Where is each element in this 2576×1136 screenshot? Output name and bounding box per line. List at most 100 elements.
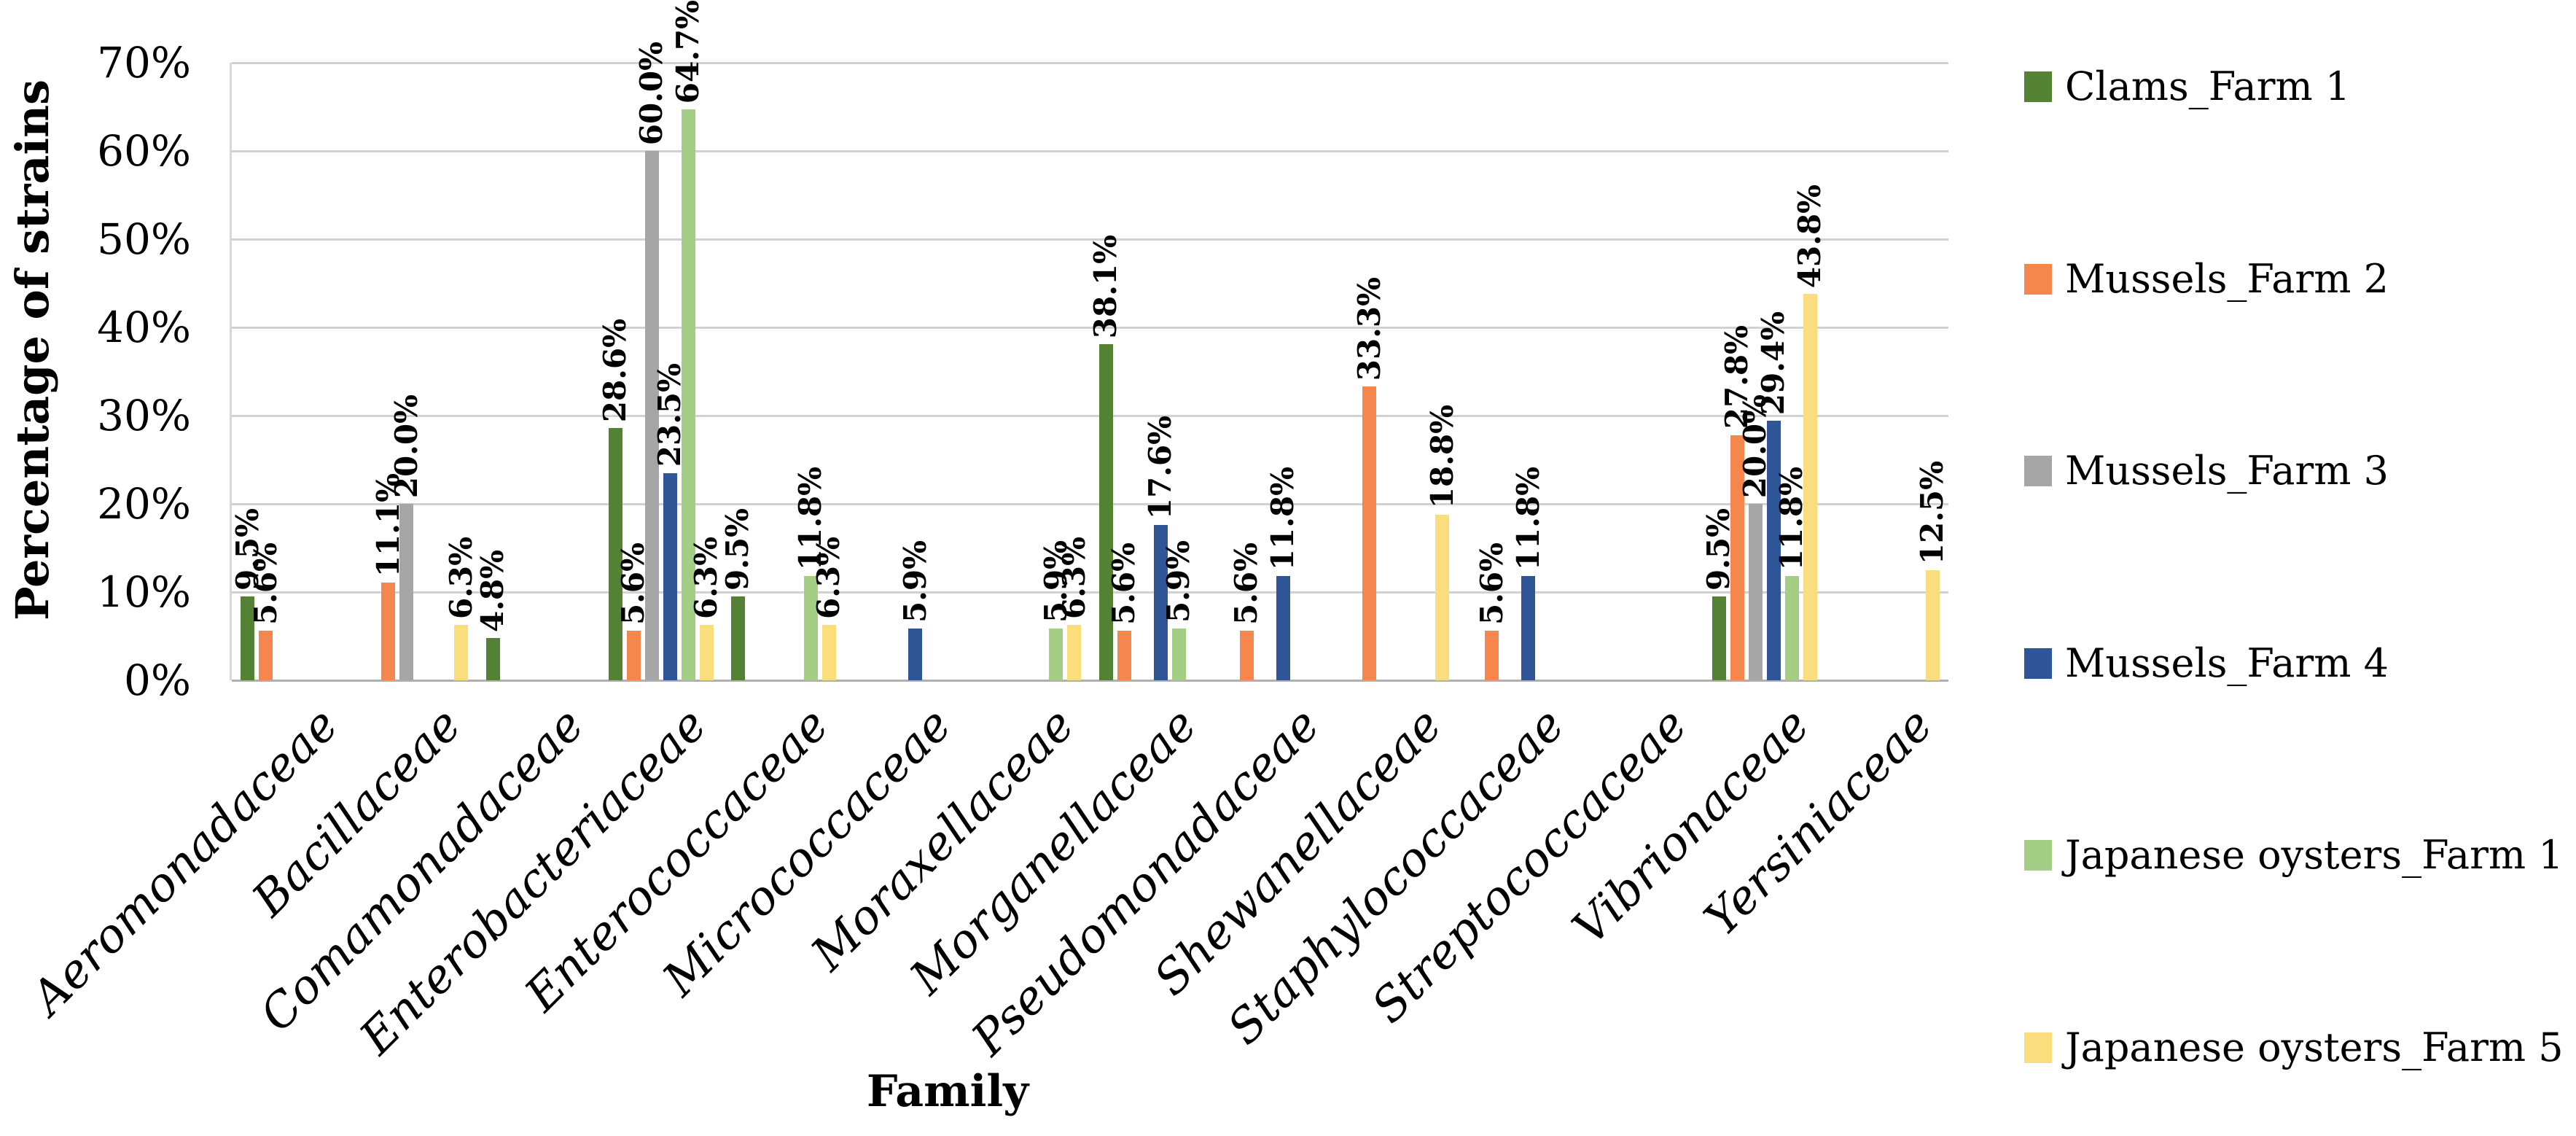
bar-value-label: 11.8%: [1510, 467, 1546, 571]
bar-value-label: 28.6%: [597, 318, 633, 422]
bar-japanese-oysters-farm-5: 43.8%: [1792, 184, 1827, 680]
bar-group-bacillaceae: 11.1% 20.0% 6.3%: [354, 63, 479, 680]
bar-group-moraxellaceae: 5.9% 6.3%: [967, 63, 1092, 680]
bar-mussels-farm-4: 29.4%: [1755, 311, 1791, 680]
bar-japanese-oysters-farm-5: 6.3%: [443, 537, 479, 680]
bar-clams-farm-1: 28.6%: [597, 319, 633, 680]
plot-area: 9.5% 5.6% 11.1% 20.0% 6.3% 4.8% 28.6% 5.6% 60.0%…: [230, 0, 1950, 682]
bar-value-label: 4.8%: [475, 549, 511, 632]
bar-value-label: 5.9%: [1160, 540, 1197, 623]
x-axis-line: [232, 679, 1948, 682]
bar-mussels-farm-3: 20.0%: [1737, 394, 1773, 680]
y-tick-label: 0%: [123, 655, 191, 705]
legend-label: Japanese oysters_Farm 5: [2065, 1024, 2564, 1070]
gridline: [232, 149, 1948, 152]
y-tick-label: 50%: [97, 214, 191, 264]
bar-group-comamonadaceae: 4.8%: [475, 63, 599, 680]
bar-japanese-oysters-farm-1: 5.9%: [1038, 540, 1074, 680]
y-tick-label: 20%: [97, 479, 191, 529]
legend-label: Mussels_Farm 2: [2065, 255, 2389, 302]
x-axis-title: Family: [866, 1066, 1029, 1117]
bar-mussels-farm-4: 11.8%: [1265, 467, 1300, 680]
bar-japanese-oysters-farm-5: 18.8%: [1424, 405, 1460, 680]
bar-value-label: 6.3%: [1055, 536, 1092, 619]
bar-japanese-oysters-farm-1: 11.8%: [792, 467, 828, 680]
bar-value-label: 60.0%: [633, 41, 670, 145]
legend-item-mussels-farm-4: Mussels_Farm 4: [2024, 643, 2564, 683]
bar-mussels-farm-2: 5.6%: [1228, 542, 1264, 680]
bar-value-label: 5.6%: [1473, 542, 1510, 626]
y-tick-label: 10%: [97, 567, 191, 617]
legend-swatch-icon: [2024, 647, 2052, 679]
bar-mussels-farm-4: 5.9%: [897, 540, 933, 680]
legend-swatch-icon: [2024, 840, 2052, 871]
legend-item-mussels-farm-2: Mussels_Farm 2: [2024, 255, 2564, 302]
bar-value-label: 11.8%: [1265, 467, 1301, 571]
bar-group-pseudomonadaceae: 5.6% 11.8%: [1213, 63, 1335, 680]
bar-clams-farm-1: 4.8%: [475, 550, 510, 680]
legend: Clams_Farm 1 Mussels_Farm 2 Mussels_Farm 3…: [2024, 67, 2564, 1067]
bar-value-label: 33.3%: [1351, 276, 1387, 381]
bar-mussels-farm-4: 23.5%: [652, 363, 687, 680]
bar-japanese-oysters-farm-5: 6.3%: [688, 537, 724, 680]
bar-mussels-farm-2: 5.6%: [615, 542, 651, 680]
legend-swatch-icon: [2024, 1032, 2052, 1063]
legend-label: Japanese oysters_Farm 1: [2065, 832, 2564, 879]
bar-clams-farm-1: 9.5%: [1701, 508, 1736, 680]
bar-japanese-oysters-farm-5: 12.5%: [1914, 461, 1950, 680]
bar-value-label: 64.7%: [670, 0, 706, 104]
gridline: [232, 591, 1948, 594]
legend-swatch-icon: [2024, 71, 2052, 102]
bar-clams-farm-1: 9.5%: [230, 508, 265, 680]
bar-mussels-farm-2: 33.3%: [1351, 277, 1387, 680]
bar-mussels-farm-2: 11.1%: [370, 473, 406, 680]
bar-mussels-farm-2: 27.8%: [1719, 325, 1755, 680]
bar-value-label: 43.8%: [1792, 184, 1828, 289]
legend-item-japanese-oysters-farm-1: Japanese oysters_Farm 1: [2024, 836, 2564, 875]
bar-value-label: 5.6%: [247, 542, 284, 626]
bar-japanese-oysters-farm-1: 5.9%: [1160, 540, 1196, 680]
bar-mussels-farm-2: 5.6%: [1474, 542, 1510, 680]
bar-group-aeromonadaceae: 9.5% 5.6%: [230, 63, 354, 680]
y-tick-label: 60%: [97, 126, 191, 176]
bar-group-yersiniaceae: 12.5%: [1826, 63, 1950, 680]
gridline: [232, 326, 1948, 329]
bar-japanese-oysters-farm-5: 6.3%: [811, 537, 846, 680]
bar-value-label: 12.5%: [1914, 460, 1951, 564]
legend-label: Mussels_Farm 3: [2065, 448, 2389, 494]
bar-mussels-farm-3: 20.0%: [389, 394, 424, 680]
bar-group-morganellaceae: 38.1% 5.6% 17.6% 5.9%: [1088, 63, 1213, 680]
bar-mussels-farm-3: 60.0%: [633, 42, 669, 680]
bar-mussels-farm-4: 11.8%: [1510, 467, 1546, 680]
legend-item-mussels-farm-3: Mussels_Farm 3: [2024, 451, 2564, 491]
legend-swatch-icon: [2024, 456, 2052, 487]
gridline: [232, 502, 1948, 505]
bar-value-label: 18.8%: [1424, 405, 1460, 509]
bar-clams-farm-1: 9.5%: [719, 508, 755, 680]
bar-group-enterococcaceae: 9.5% 11.8% 6.3%: [719, 63, 846, 680]
bar-groups: 9.5% 5.6% 11.1% 20.0% 6.3% 4.8% 28.6% 5.6% 60.0%…: [230, 0, 1950, 680]
bar-value-label: 17.6%: [1142, 415, 1179, 520]
bar-japanese-oysters-farm-1: 11.8%: [1773, 467, 1809, 680]
bar-value-label: 5.6%: [1106, 542, 1142, 626]
bar-value-label: 29.4%: [1755, 311, 1792, 416]
y-tick-label: 70%: [97, 38, 191, 87]
bar-group-staphylococcaceae: 5.6% 11.8%: [1458, 63, 1580, 680]
bar-clams-farm-1: 38.1%: [1088, 235, 1123, 680]
bar-group-enterobacteriaceae: 28.6% 5.6% 60.0% 23.5% 64.7% 6.3%: [597, 0, 724, 680]
bar-value-label: 38.1%: [1088, 234, 1124, 338]
bar-value-label: 5.6%: [1228, 542, 1265, 626]
bar-mussels-farm-4: 17.6%: [1142, 416, 1178, 680]
bar-mussels-farm-2: 5.6%: [248, 542, 284, 680]
y-tick-label: 40%: [97, 303, 191, 352]
bar-mussels-farm-2: 5.6%: [1106, 542, 1141, 680]
y-axis-tick-labels: 70% 60% 50% 40% 30% 20% 10% 0%: [0, 42, 191, 701]
bar-value-label: 20.0%: [388, 394, 424, 498]
bar-value-label: 6.3%: [811, 536, 847, 619]
bar-value-label: 5.9%: [897, 540, 933, 623]
bar-value-label: 6.3%: [688, 536, 725, 619]
gridline: [232, 61, 1948, 64]
legend-item-clams-farm-1: Clams_Farm 1: [2024, 67, 2564, 106]
bar-value-label: 6.3%: [442, 536, 479, 619]
